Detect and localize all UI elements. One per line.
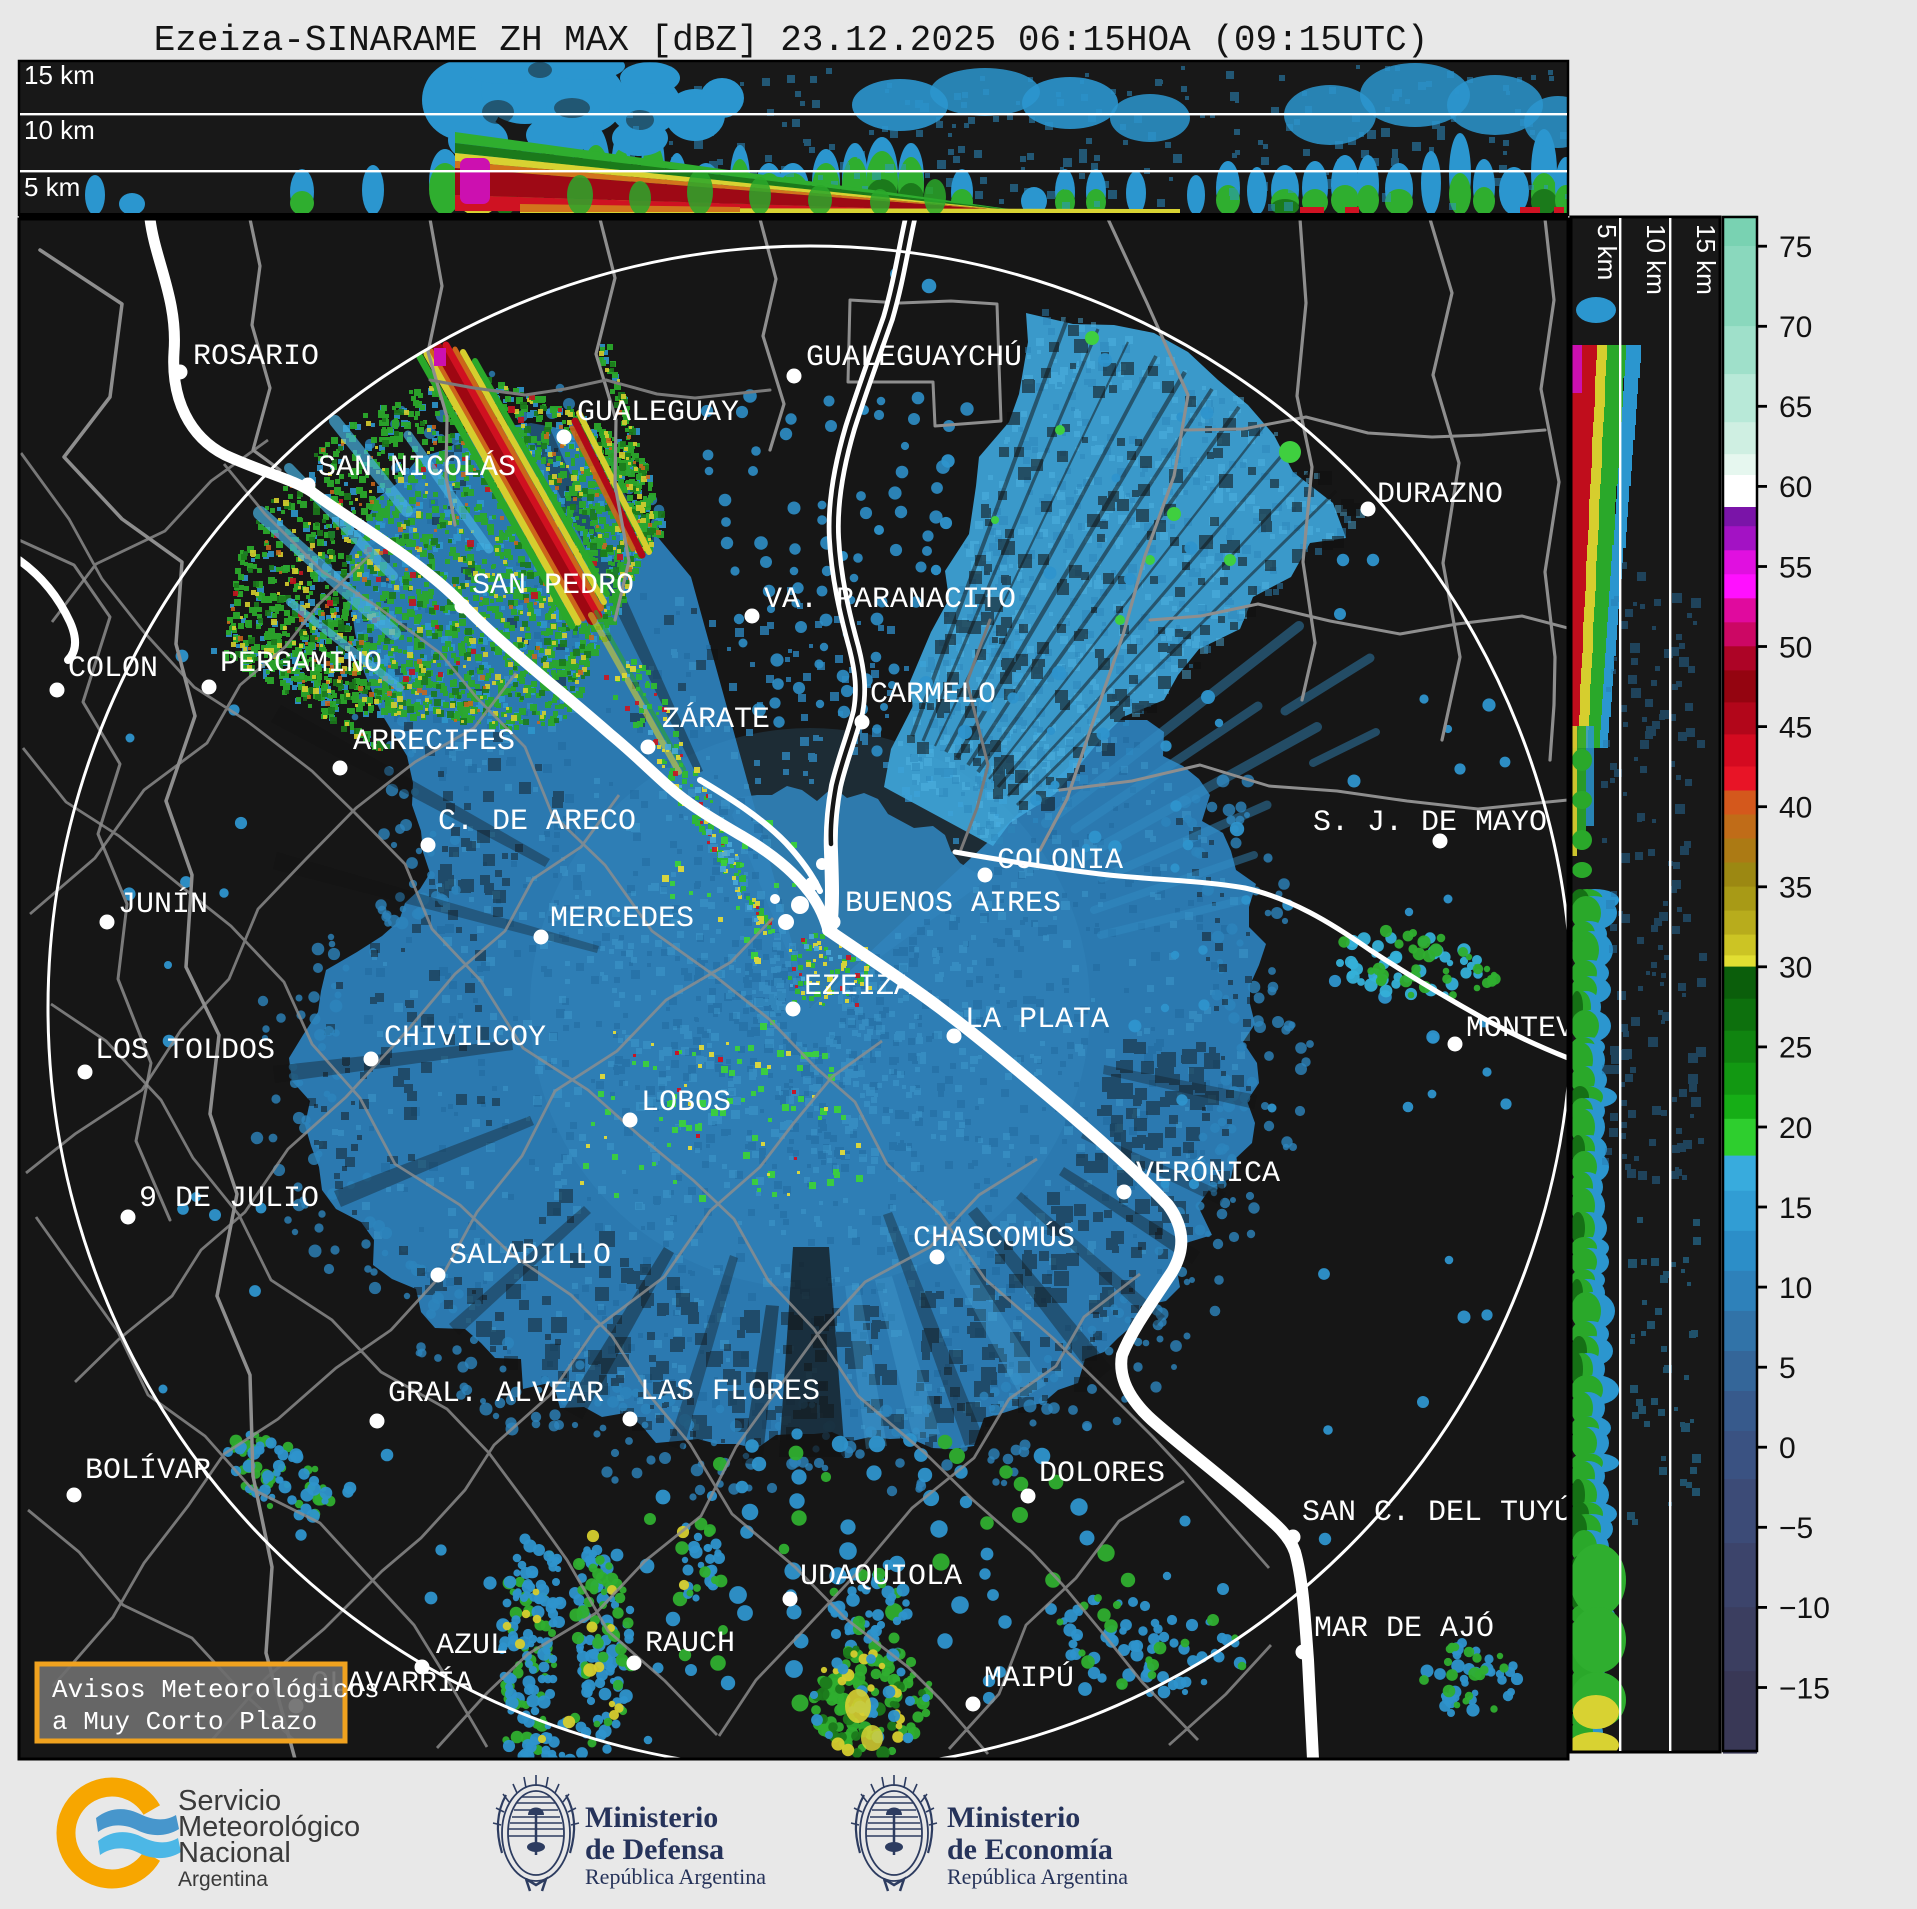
svg-text:5 km: 5 km [1592,224,1622,280]
svg-text:25: 25 [1779,1032,1812,1065]
svg-text:RAUCH: RAUCH [645,1627,735,1661]
svg-text:45: 45 [1779,711,1812,744]
svg-text:20: 20 [1779,1112,1812,1145]
svg-text:0: 0 [1779,1432,1796,1465]
svg-text:MAIPÚ: MAIPÚ [984,1661,1074,1696]
svg-text:CHASCOMÚS: CHASCOMÚS [913,1221,1075,1256]
svg-text:5 km: 5 km [24,172,80,202]
svg-text:GUALEGUAY: GUALEGUAY [577,396,739,430]
svg-text:UDAQUIOLA: UDAQUIOLA [800,1560,962,1594]
svg-text:SAN NICOLÁS: SAN NICOLÁS [318,450,516,485]
svg-text:República Argentina: República Argentina [585,1864,766,1889]
svg-text:MONTEV: MONTEV [1466,1012,1574,1046]
svg-text:VA. PARANACITO: VA. PARANACITO [764,583,1016,617]
svg-text:LAS FLORES: LAS FLORES [640,1375,820,1409]
svg-text:Ministerio: Ministerio [947,1801,1080,1834]
svg-text:Avisos Meteorológicos: Avisos Meteorológicos [52,1675,380,1705]
svg-text:SAN C. DEL TUYÚ: SAN C. DEL TUYÚ [1302,1495,1572,1530]
svg-text:COLON: COLON [68,652,158,686]
svg-text:50: 50 [1779,631,1812,664]
svg-text:LOS TOLDOS: LOS TOLDOS [95,1034,275,1068]
svg-text:−10: −10 [1779,1592,1830,1625]
svg-text:10 km: 10 km [1641,224,1671,295]
svg-text:DOLORES: DOLORES [1039,1457,1165,1491]
svg-text:−5: −5 [1779,1512,1813,1545]
svg-text:LOBOS: LOBOS [641,1086,731,1120]
svg-text:AZUL: AZUL [436,1629,508,1663]
svg-text:VERÓNICA: VERÓNICA [1136,1156,1280,1191]
svg-text:75: 75 [1779,231,1812,264]
svg-text:15 km: 15 km [24,60,95,90]
svg-text:15 km: 15 km [1691,224,1721,295]
svg-text:JUNÍN: JUNÍN [118,887,208,922]
svg-text:de Economía: de Economía [947,1833,1113,1866]
svg-text:GRAL. ALVEAR: GRAL. ALVEAR [388,1377,604,1411]
svg-text:DURAZNO: DURAZNO [1377,478,1503,512]
svg-text:60: 60 [1779,471,1812,504]
svg-text:15: 15 [1779,1192,1812,1225]
svg-text:EZEIZA: EZEIZA [804,970,912,1004]
svg-text:MERCEDES: MERCEDES [550,902,694,936]
svg-text:Ezeiza-SINARAME ZH MAX [dBZ] 2: Ezeiza-SINARAME ZH MAX [dBZ] 23.12.2025 … [154,20,1429,61]
svg-text:10: 10 [1779,1272,1812,1305]
svg-text:S. J. DE MAYO: S. J. DE MAYO [1313,806,1547,840]
svg-text:GUALEGUAYCHÚ: GUALEGUAYCHÚ [806,340,1022,375]
svg-text:40: 40 [1779,792,1812,825]
svg-text:30: 30 [1779,952,1812,985]
svg-text:LA PLATA: LA PLATA [965,1003,1109,1037]
svg-text:Servicio: Servicio [178,1785,281,1817]
svg-text:−15: −15 [1779,1672,1830,1705]
svg-text:de Defensa: de Defensa [585,1833,724,1866]
svg-text:70: 70 [1779,311,1812,344]
svg-text:PERGAMINO: PERGAMINO [220,647,382,681]
svg-text:55: 55 [1779,551,1812,584]
svg-text:10 km: 10 km [24,115,95,145]
svg-text:35: 35 [1779,872,1812,905]
svg-text:BUENOS AIRES: BUENOS AIRES [845,887,1061,921]
svg-text:Nacional: Nacional [178,1837,291,1869]
svg-text:CARMELO: CARMELO [870,678,996,712]
svg-text:República Argentina: República Argentina [947,1864,1128,1889]
svg-text:ROSARIO: ROSARIO [193,340,319,374]
svg-text:ARRECIFES: ARRECIFES [353,725,515,759]
svg-text:Argentina: Argentina [178,1868,268,1891]
svg-text:ZÁRATE: ZÁRATE [662,702,770,737]
svg-text:C. DE ARECO: C. DE ARECO [438,805,636,839]
svg-text:65: 65 [1779,391,1812,424]
svg-text:a Muy Corto Plazo: a Muy Corto Plazo [52,1707,317,1737]
svg-text:SAN PEDRO: SAN PEDRO [472,569,634,603]
svg-text:COLONIA: COLONIA [997,844,1123,878]
svg-text:MAR DE AJÓ: MAR DE AJÓ [1314,1611,1494,1646]
svg-text:Meteorológico: Meteorológico [178,1811,360,1843]
svg-text:Ministerio: Ministerio [585,1801,718,1834]
svg-text:9 DE JULIO: 9 DE JULIO [139,1182,319,1216]
svg-text:BOLÍVAR: BOLÍVAR [85,1453,211,1488]
svg-text:5: 5 [1779,1352,1796,1385]
svg-text:SALADILLO: SALADILLO [449,1239,611,1273]
svg-text:CHIVILCOY: CHIVILCOY [384,1021,546,1055]
